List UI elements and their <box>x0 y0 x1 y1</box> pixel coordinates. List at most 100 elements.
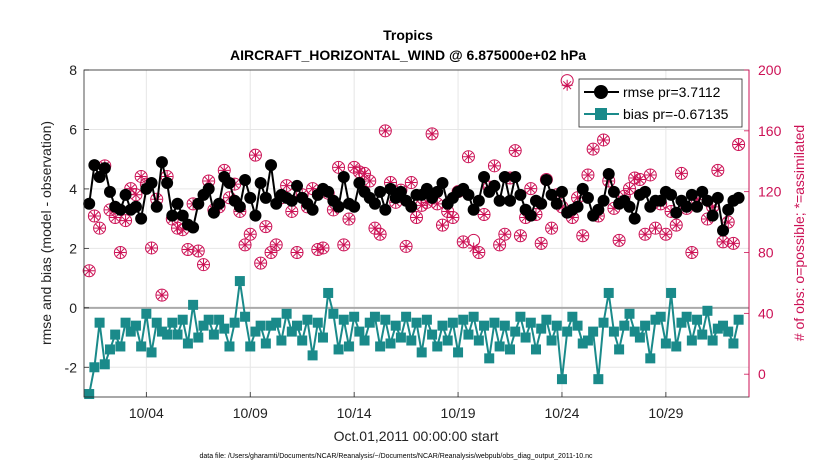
bias-point <box>317 332 328 343</box>
x-axis-label: Oct.01,2011 00:00:00 start <box>334 428 499 444</box>
possible-obs-point <box>513 229 527 243</box>
possible-obs-point <box>638 227 652 241</box>
rmse-point <box>717 224 730 237</box>
possible-obs-point <box>269 238 283 252</box>
possible-obs-point <box>508 144 522 158</box>
bias-point <box>603 287 614 298</box>
possible-obs-point <box>643 168 657 182</box>
x-tick-label: 10/19 <box>441 405 476 421</box>
assimilated-obs-point <box>333 161 345 173</box>
assimilated-obs-point <box>286 205 298 217</box>
rmse-point <box>285 194 298 207</box>
bias-point <box>629 326 640 337</box>
assimilated-obs-point <box>364 175 376 187</box>
possible-obs-point <box>399 239 413 253</box>
rmse-point <box>571 200 584 213</box>
assimilated-obs-point <box>385 177 397 189</box>
bias-point <box>354 326 365 337</box>
bias-point <box>120 317 131 328</box>
x-tick-label: 10/14 <box>337 405 372 421</box>
possible-obs-point <box>378 124 392 138</box>
rmse-point <box>680 200 693 213</box>
assimilated-obs-point <box>192 245 204 257</box>
rmse-point <box>535 197 548 210</box>
bias-point <box>702 305 713 316</box>
bias-point <box>556 374 567 385</box>
bias-point <box>520 332 531 343</box>
bias-point <box>390 320 401 331</box>
bias-point <box>624 308 635 319</box>
bias-point <box>634 332 645 343</box>
assimilated-obs-point <box>120 215 132 227</box>
possible-obs-point <box>93 221 107 235</box>
y-tick-label: 4 <box>69 181 77 197</box>
rmse-point <box>670 206 683 219</box>
bias-point <box>266 320 277 331</box>
bias-point <box>728 338 739 349</box>
rmse-point <box>436 176 449 189</box>
bias-point <box>510 326 521 337</box>
bias-point <box>255 320 266 331</box>
bias-point <box>177 314 188 325</box>
bias-point <box>141 308 152 319</box>
rmse-point <box>639 185 652 198</box>
y-axis-label: rmse and bias (model - observation) <box>38 121 54 345</box>
bias-point <box>655 311 666 322</box>
rmse-point <box>384 182 397 195</box>
bias-point <box>343 341 354 352</box>
y-axis-label-right: # of obs: o=possible; *=assimilated <box>791 125 807 341</box>
y-tick-label: -2 <box>65 359 78 375</box>
rmse-point <box>270 197 283 210</box>
rmse-point <box>337 171 350 184</box>
y-axis-right: 0 40 80 120 160 200 <box>744 62 782 397</box>
rmse-point <box>420 182 433 195</box>
bias-point <box>84 389 95 400</box>
assimilated-obs-point <box>514 230 526 242</box>
bias-point <box>676 317 687 328</box>
bias-point <box>567 311 578 322</box>
rmse-point <box>607 185 620 198</box>
rmse-point <box>145 176 158 189</box>
possible-obs-point <box>316 241 330 255</box>
assimilated-obs-point <box>727 237 739 249</box>
assimilated-obs-point <box>182 243 194 255</box>
assimilated-obs-point <box>582 169 594 181</box>
rmse-point <box>259 191 272 204</box>
rmse-point <box>665 188 678 201</box>
bias-point <box>245 341 256 352</box>
bias-point <box>110 329 121 340</box>
assimilated-obs-point <box>660 228 672 240</box>
bias-point <box>250 326 261 337</box>
y-tick-label: 0 <box>69 300 77 316</box>
assimilated-obs-point <box>281 180 293 192</box>
assimilated-obs-point <box>260 221 272 233</box>
bias-point <box>380 314 391 325</box>
y-tick-label: 8 <box>69 62 77 78</box>
rmse-point <box>701 194 714 207</box>
bias-point <box>473 335 484 346</box>
bias-point <box>686 335 697 346</box>
rmse-point <box>244 191 257 204</box>
assimilated-obs-point <box>561 79 573 91</box>
rmse-point <box>155 156 168 169</box>
bias-point <box>453 347 464 358</box>
bias-point <box>593 374 604 385</box>
possible-obs-point <box>259 220 273 234</box>
rmse-point <box>550 197 563 210</box>
x-tick-label: 10/09 <box>233 405 268 421</box>
rmse-point <box>322 185 335 198</box>
assimilated-obs-point <box>312 243 324 255</box>
bias-point <box>577 338 588 349</box>
rmse-point <box>509 171 522 184</box>
rmse-point <box>88 159 101 172</box>
bias-point <box>125 326 136 337</box>
possible-obs-point <box>669 218 683 232</box>
assimilated-obs-point <box>525 183 537 195</box>
rmse-point <box>192 197 205 210</box>
bias-point <box>733 314 744 325</box>
assimilated-obs-point <box>307 183 319 195</box>
possible-obs-point <box>196 258 210 272</box>
assimilated-obs-point <box>239 239 251 251</box>
bias-point <box>182 338 193 349</box>
rmse-point <box>213 197 226 210</box>
